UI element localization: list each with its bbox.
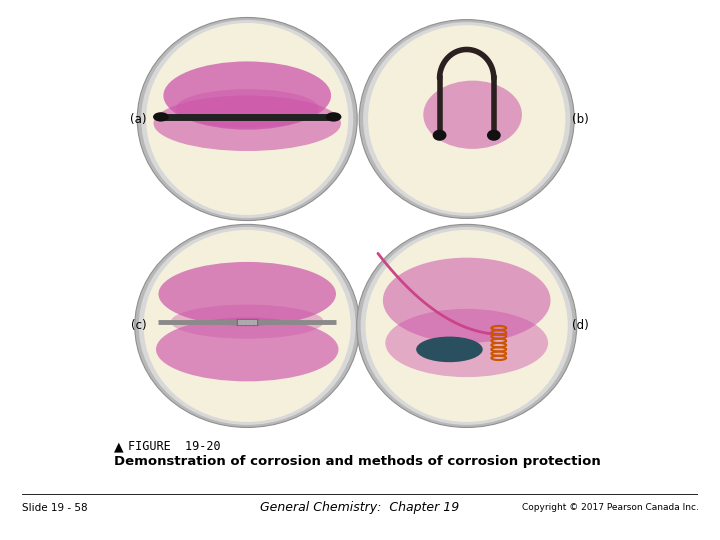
Ellipse shape xyxy=(153,112,168,122)
Ellipse shape xyxy=(141,20,354,218)
Text: (c): (c) xyxy=(131,320,147,333)
Ellipse shape xyxy=(433,130,446,141)
Text: General Chemistry:  Chapter 19: General Chemistry: Chapter 19 xyxy=(261,501,459,514)
Ellipse shape xyxy=(146,23,348,215)
Ellipse shape xyxy=(359,19,575,218)
Ellipse shape xyxy=(138,17,357,220)
Text: FIGURE  19-20: FIGURE 19-20 xyxy=(128,440,221,453)
Ellipse shape xyxy=(487,130,500,141)
Ellipse shape xyxy=(363,22,570,216)
Ellipse shape xyxy=(171,305,324,339)
Bar xyxy=(238,319,257,325)
Text: (b): (b) xyxy=(572,112,588,125)
Ellipse shape xyxy=(366,230,568,422)
Ellipse shape xyxy=(383,258,551,343)
Ellipse shape xyxy=(156,318,338,381)
Text: Demonstration of corrosion and methods of corrosion protection: Demonstration of corrosion and methods o… xyxy=(114,455,600,468)
Ellipse shape xyxy=(423,80,522,149)
Text: Slide 19 - 58: Slide 19 - 58 xyxy=(22,503,87,512)
Ellipse shape xyxy=(325,112,341,122)
Ellipse shape xyxy=(163,62,331,130)
Ellipse shape xyxy=(416,336,482,362)
Ellipse shape xyxy=(139,227,356,425)
Ellipse shape xyxy=(135,225,360,428)
Ellipse shape xyxy=(153,96,341,151)
Ellipse shape xyxy=(385,309,548,377)
Text: ▲: ▲ xyxy=(114,440,123,453)
Text: (a): (a) xyxy=(130,112,147,125)
Ellipse shape xyxy=(176,89,319,127)
Text: (d): (d) xyxy=(572,320,588,333)
Text: Copyright © 2017 Pearson Canada Inc.: Copyright © 2017 Pearson Canada Inc. xyxy=(521,503,698,512)
Ellipse shape xyxy=(158,262,336,326)
Ellipse shape xyxy=(368,25,565,213)
Ellipse shape xyxy=(361,227,572,425)
Ellipse shape xyxy=(144,230,351,422)
Ellipse shape xyxy=(356,225,577,428)
